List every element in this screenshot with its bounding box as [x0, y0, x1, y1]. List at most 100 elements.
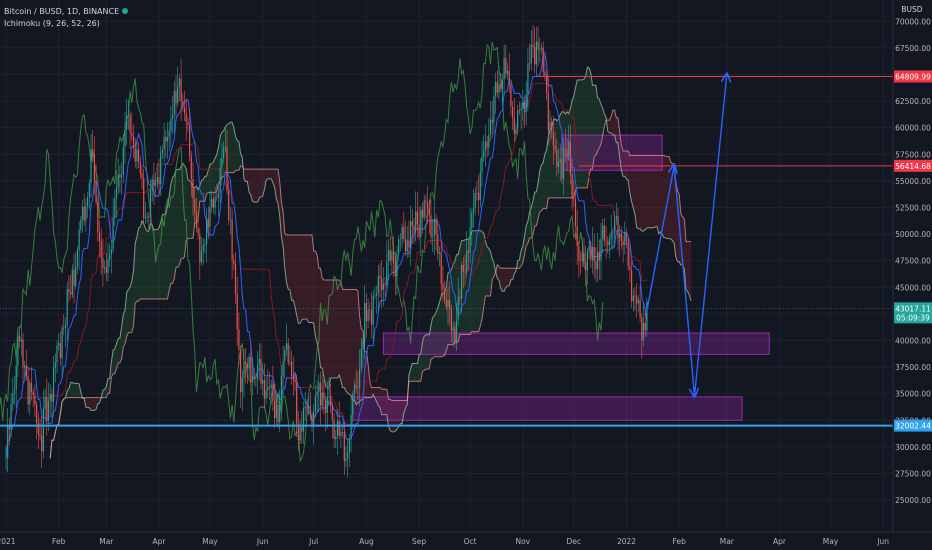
time-tick-label: Nov — [515, 537, 530, 546]
candle-body — [85, 206, 87, 221]
candle-body — [362, 341, 364, 349]
level-price-badge — [894, 159, 932, 172]
time-tick-label: Jun — [876, 537, 889, 546]
market-status-dot — [122, 8, 129, 14]
candle-body — [71, 269, 73, 295]
support-zone-box[interactable] — [352, 396, 743, 421]
cloud-segment — [517, 259, 520, 269]
candle-body — [420, 209, 422, 238]
cloud-segment — [646, 155, 649, 229]
candle-body — [534, 46, 536, 65]
candle-body — [557, 161, 560, 168]
candle-body — [131, 132, 133, 136]
price-axis-panel[interactable] — [893, 0, 932, 532]
candle-body — [172, 114, 174, 119]
horizontal-levels[interactable] — [0, 76, 893, 427]
candle-body — [168, 130, 170, 137]
cloud-segment — [425, 334, 428, 370]
level-price-text: 64809.99 — [895, 73, 931, 82]
candle-body — [54, 362, 56, 369]
candle-body — [328, 396, 330, 397]
candle-body — [274, 401, 276, 419]
candle-body — [624, 232, 626, 245]
candle-body — [59, 343, 61, 359]
projection-arrows[interactable] — [646, 74, 727, 396]
support-zone-box[interactable] — [382, 332, 770, 355]
cloud-segment — [601, 104, 603, 145]
chart-grid — [0, 0, 893, 532]
cloud-segment — [325, 279, 328, 389]
candle-body — [614, 219, 616, 232]
cloud-segment — [89, 397, 91, 411]
projection-arrow[interactable] — [646, 166, 674, 311]
cloud-segment — [176, 169, 178, 268]
cloud-segment — [250, 169, 253, 202]
cloud-segment — [235, 136, 238, 171]
candle-body — [238, 329, 240, 350]
cloud-segment — [650, 155, 652, 228]
candle-body — [415, 211, 417, 231]
projection-arrow[interactable] — [673, 165, 694, 396]
candle-body — [377, 276, 379, 294]
cloud-segment — [665, 156, 668, 239]
candle-body — [42, 408, 44, 452]
price-tick-label: 55000.00 — [895, 177, 931, 186]
level-price-badge — [894, 419, 932, 432]
indicator-label[interactable]: Ichimoku (9, 26, 52, 26) — [4, 19, 100, 28]
time-axis-panel[interactable] — [0, 532, 932, 550]
cloud-segment — [135, 237, 137, 304]
ichimoku-cloud — [50, 67, 692, 459]
candle-body — [552, 132, 554, 146]
cloud-segment — [461, 240, 464, 335]
candle-body — [503, 58, 505, 80]
cloud-segment — [223, 126, 226, 177]
candle-body — [438, 252, 441, 254]
candle-body — [182, 101, 184, 108]
candlesticks — [5, 24, 648, 478]
cloud-segment — [340, 282, 343, 388]
cloud-segment — [485, 240, 488, 296]
candle-body — [408, 240, 410, 248]
candle-body — [95, 180, 97, 203]
candle-body — [318, 382, 320, 392]
candle-body — [105, 267, 107, 273]
candle-body — [411, 221, 413, 226]
cloud-segment — [215, 154, 217, 193]
candle-body — [25, 365, 27, 377]
candle-body — [573, 198, 575, 200]
candle-body — [513, 117, 515, 134]
cloud-segment — [102, 389, 105, 398]
cloud-segment — [113, 348, 115, 374]
cloud-segment — [288, 234, 290, 290]
candle-body — [459, 296, 461, 299]
candle-body — [418, 224, 420, 238]
candle-body — [600, 238, 602, 261]
cloud-segment — [383, 389, 386, 415]
candle-body — [617, 216, 619, 238]
cloud-segment — [108, 378, 110, 394]
candle-body — [296, 382, 298, 424]
cloud-segment — [349, 289, 352, 396]
cloud-segment — [533, 192, 535, 235]
candle-body — [603, 225, 605, 241]
candle-body — [644, 322, 646, 331]
cloud-segment — [249, 169, 251, 195]
candle-body — [622, 241, 624, 245]
candle-body — [44, 396, 46, 409]
cloud-segment — [431, 317, 433, 360]
candle-body — [449, 299, 451, 309]
candle-body — [115, 187, 118, 199]
support-zone-box[interactable] — [561, 134, 663, 171]
symbol-title[interactable]: Bitcoin / BUSD, 1D, BINANCE — [4, 6, 129, 18]
candle-body — [34, 395, 36, 405]
projection-arrow[interactable] — [693, 74, 727, 396]
cloud-segment — [585, 67, 588, 188]
price-tick-label: 47500.00 — [895, 257, 931, 266]
cloud-segment — [687, 241, 690, 296]
candle-body — [367, 309, 369, 322]
last-price-text: 43017.11 — [895, 304, 931, 313]
cloud-segment — [228, 122, 231, 173]
cloud-segment — [378, 387, 380, 408]
cloud-segment — [453, 261, 455, 345]
